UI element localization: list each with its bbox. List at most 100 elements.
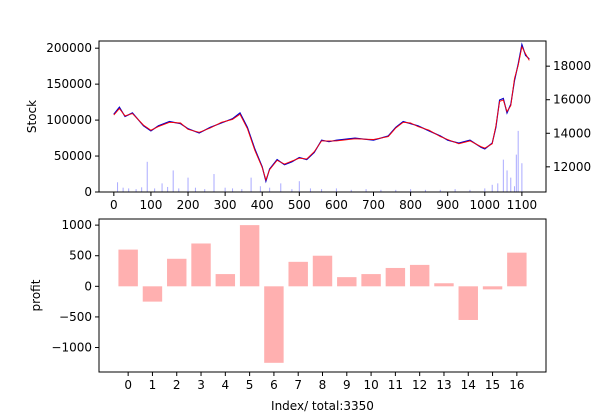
profit-x-ticks: 0 1 2 3 4 5 6 7 8 9 10 11 12 13 14 15 16 xyxy=(124,372,524,392)
x-tick-label: 7 xyxy=(294,378,302,392)
x-tick-label: 400 xyxy=(251,198,274,212)
y2-tick-label: 16000 xyxy=(553,93,591,107)
profit-bar xyxy=(215,274,236,287)
stock-y-axis-label: Stock xyxy=(25,100,39,133)
volume-bar xyxy=(122,187,124,192)
y2-tick-label: 12000 xyxy=(553,160,591,174)
volume-bar xyxy=(154,188,156,192)
volume-bar xyxy=(365,189,367,192)
y-tick-label: −1000 xyxy=(51,341,92,355)
stock-panel: 0 100 200 300 400 500 600 700 800 900 1000 1100 0 50… xyxy=(25,40,591,212)
volume-bar xyxy=(395,189,397,192)
volume-bar xyxy=(141,187,143,192)
y-tick-label: 1000 xyxy=(61,218,92,232)
profit-bar xyxy=(142,286,163,302)
volume-bar xyxy=(502,159,504,192)
profit-bar xyxy=(264,286,284,363)
volume-bar xyxy=(515,154,517,192)
profit-bar xyxy=(288,261,308,287)
y2-tick-label: 14000 xyxy=(553,126,591,140)
volume-bar xyxy=(309,188,311,192)
x-tick-label: 1 xyxy=(149,378,157,392)
volume-bar xyxy=(250,177,252,192)
stock-y2-ticks: 12000 14000 16000 18000 xyxy=(546,59,591,174)
x-tick-label: 5 xyxy=(246,378,254,392)
volume-bar xyxy=(259,186,261,192)
volume-bar xyxy=(172,170,174,192)
x-tick-label: 0 xyxy=(110,198,118,212)
profit-bar xyxy=(312,255,333,287)
volume-bar xyxy=(167,186,169,192)
x-tick-label: 2 xyxy=(173,378,181,392)
volume-bar xyxy=(213,174,215,192)
x-tick-label: 900 xyxy=(436,198,459,212)
x-tick-label: 10 xyxy=(363,378,378,392)
volume-bar xyxy=(510,177,512,192)
profit-bar xyxy=(458,286,478,320)
profit-x-axis-label: Index/ total:3350 xyxy=(271,399,374,413)
x-tick-label: 1000 xyxy=(470,198,501,212)
y-tick-label: 150000 xyxy=(46,77,92,91)
volume-bar xyxy=(135,189,137,192)
volume-bar xyxy=(491,184,493,192)
x-tick-label: 14 xyxy=(461,378,476,392)
y-tick-label: 50000 xyxy=(54,149,92,163)
x-tick-label: 16 xyxy=(509,378,524,392)
profit-bar xyxy=(191,243,211,287)
volume-bar xyxy=(497,183,499,192)
volume-bar xyxy=(117,182,119,192)
price-lines xyxy=(113,42,530,184)
y-tick-label: −500 xyxy=(59,310,92,324)
volume-bar xyxy=(439,189,441,192)
volume-bar xyxy=(194,187,196,192)
volume-bar xyxy=(350,189,352,192)
y-tick-label: 200000 xyxy=(46,41,92,55)
stock-plot-frame xyxy=(98,40,547,193)
volume-bar xyxy=(298,181,300,192)
x-tick-label: 100 xyxy=(139,198,162,212)
x-tick-label: 13 xyxy=(436,378,451,392)
profit-bar xyxy=(482,286,503,290)
x-tick-label: 800 xyxy=(399,198,422,212)
x-tick-label: 0 xyxy=(124,378,132,392)
profit-bar xyxy=(361,274,381,287)
price-series-line xyxy=(113,42,530,184)
profit-y-ticks: −1000 −500 0 500 1000 xyxy=(51,218,99,355)
stock-y-ticks: 0 50000 100000 150000 200000 xyxy=(46,41,99,199)
volume-bar xyxy=(469,189,471,192)
price-series-line xyxy=(113,45,530,182)
volume-bar xyxy=(321,189,323,192)
x-tick-label: 4 xyxy=(222,378,230,392)
volume-bar xyxy=(506,170,508,192)
x-tick-label: 1100 xyxy=(507,198,538,212)
profit-panel: 0 1 2 3 4 5 6 7 8 9 10 11 12 13 14 15 16 −1000−500050010… xyxy=(29,218,547,413)
x-tick-label: 8 xyxy=(319,378,327,392)
volume-bar xyxy=(484,188,486,192)
profit-plot-frame xyxy=(98,218,547,373)
volume-bar xyxy=(291,189,293,192)
x-tick-label: 600 xyxy=(325,198,348,212)
profit-bar xyxy=(507,252,527,287)
x-tick-label: 11 xyxy=(388,378,403,392)
volume-bar xyxy=(241,189,243,192)
volume-bar xyxy=(161,183,163,192)
volume-bar xyxy=(280,183,282,192)
volume-bar xyxy=(380,189,382,192)
profit-bar xyxy=(337,277,357,287)
volume-bar xyxy=(521,163,523,192)
x-tick-label: 3 xyxy=(197,378,205,392)
x-tick-label: 500 xyxy=(288,198,311,212)
profit-y-axis-label: profit xyxy=(29,279,43,311)
y-tick-label: 100000 xyxy=(46,113,92,127)
profit-bar xyxy=(167,258,187,287)
x-tick-label: 9 xyxy=(343,378,351,392)
volume-bar xyxy=(335,188,337,192)
x-tick-label: 15 xyxy=(485,378,500,392)
volume-bar xyxy=(410,189,412,192)
y2-tick-label: 18000 xyxy=(553,59,591,73)
profit-bar xyxy=(409,264,430,287)
volume-bar xyxy=(232,188,234,192)
x-tick-label: 300 xyxy=(214,198,237,212)
volume-bar xyxy=(224,187,226,192)
volume-bar xyxy=(178,188,180,192)
